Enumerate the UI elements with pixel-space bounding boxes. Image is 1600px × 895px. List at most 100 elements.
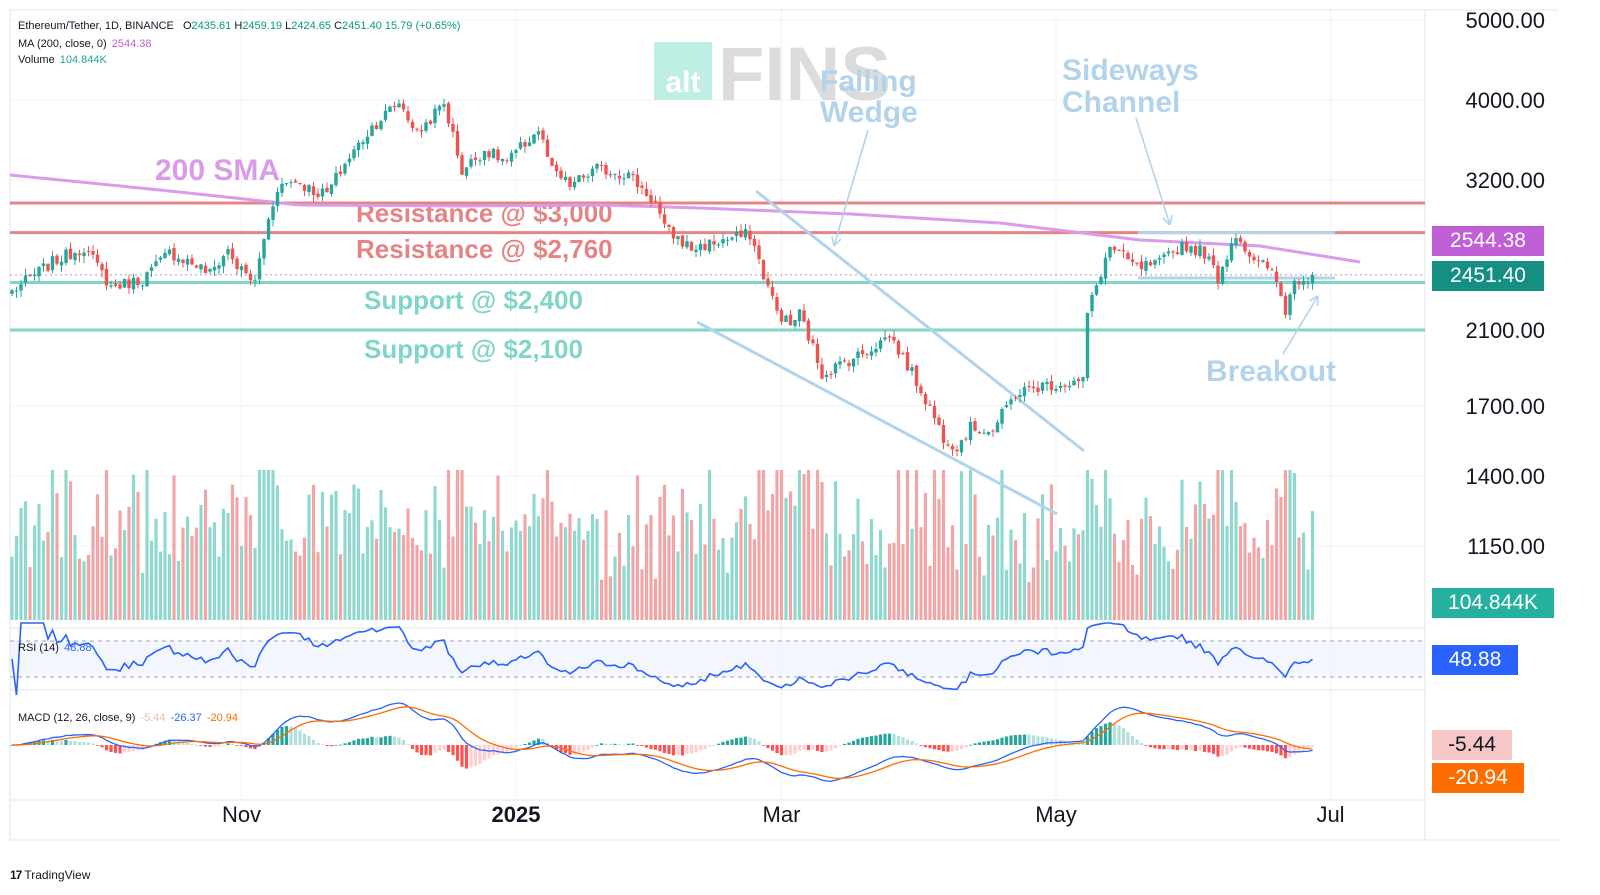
macd-histogram-bar bbox=[1238, 745, 1243, 748]
volume-bar bbox=[599, 579, 604, 620]
candle-body bbox=[32, 274, 37, 277]
volume-bar bbox=[289, 539, 293, 620]
candle bbox=[1049, 374, 1054, 396]
candle bbox=[388, 105, 392, 113]
candle-body bbox=[1121, 249, 1126, 252]
macd-histogram-bar bbox=[212, 745, 217, 747]
macd-histogram-bar bbox=[955, 745, 959, 751]
macd-histogram-bar bbox=[721, 741, 725, 745]
macd-histogram-bar bbox=[527, 742, 532, 745]
candle bbox=[1121, 243, 1126, 259]
macd-histogram-bar bbox=[923, 745, 928, 748]
macd-legend[interactable]: MACD (12, 26, close, 9) -5.44 -26.37 -20… bbox=[18, 712, 238, 724]
candle-body bbox=[887, 336, 892, 338]
candle-body bbox=[100, 264, 104, 271]
volume-bar bbox=[973, 494, 977, 620]
candle bbox=[563, 171, 568, 182]
candle bbox=[316, 188, 320, 200]
ohlc-close-value: 2451.40 bbox=[342, 20, 382, 32]
candle bbox=[302, 183, 307, 197]
candle bbox=[1036, 381, 1040, 396]
macd-histogram-bar bbox=[500, 745, 505, 754]
macd-histogram-bar bbox=[275, 729, 280, 745]
volume-bar bbox=[1009, 529, 1013, 620]
volume-legend[interactable]: Volume 104.844K bbox=[18, 54, 107, 66]
macd-pane[interactable] bbox=[10, 702, 1315, 782]
candle-body bbox=[185, 258, 190, 265]
macd-histogram-bar bbox=[757, 741, 761, 745]
volume-bar bbox=[361, 553, 365, 620]
volume-bar bbox=[802, 474, 806, 620]
volume-bar bbox=[919, 527, 923, 620]
watermark-big-text: FINS bbox=[718, 32, 891, 117]
candle bbox=[712, 234, 716, 252]
candle bbox=[1130, 252, 1135, 266]
volume-bar bbox=[779, 470, 784, 620]
candle-body bbox=[253, 279, 257, 281]
candle bbox=[847, 359, 851, 372]
tradingview-brand[interactable]: 17 TradingView bbox=[10, 868, 90, 882]
macd-histogram-bar bbox=[1027, 734, 1031, 745]
rsi-legend[interactable]: RSI (14) 48.88 bbox=[18, 642, 92, 654]
candle-body bbox=[1306, 282, 1310, 284]
volume-bar bbox=[28, 567, 32, 620]
macd-histogram-bar bbox=[167, 739, 172, 745]
candle bbox=[356, 140, 361, 158]
candle-body bbox=[1117, 249, 1121, 251]
candle-body bbox=[788, 314, 793, 326]
symbol-title[interactable]: Ethereum/Tether, 1D, BINANCE bbox=[18, 20, 174, 32]
macd-histogram-bar bbox=[298, 730, 302, 745]
candle-body bbox=[73, 252, 77, 261]
wedge-lower-line bbox=[696, 320, 1058, 516]
candle bbox=[793, 319, 797, 329]
candle bbox=[860, 344, 865, 358]
volume-bar bbox=[568, 513, 572, 620]
breakout-arrow bbox=[1282, 295, 1319, 355]
volume-bar bbox=[1058, 528, 1063, 620]
candle-body bbox=[667, 224, 671, 227]
candle bbox=[802, 303, 806, 323]
candle bbox=[694, 244, 698, 258]
macd-histogram-bar bbox=[365, 738, 370, 745]
volume-bar bbox=[941, 470, 946, 620]
volume-bar bbox=[1234, 501, 1238, 620]
candle-body bbox=[118, 284, 122, 289]
candle-body bbox=[59, 261, 64, 266]
candle bbox=[797, 309, 802, 327]
candle bbox=[901, 351, 905, 355]
rsi-pane[interactable] bbox=[10, 622, 1425, 696]
volume-value: 104.844K bbox=[59, 54, 107, 66]
candle-body bbox=[541, 130, 545, 140]
volume-bar bbox=[320, 491, 325, 620]
volume-bar bbox=[815, 470, 820, 620]
ma-legend[interactable]: MA (200, close, 0) 2544.38 bbox=[18, 38, 151, 50]
candle-body bbox=[68, 248, 73, 260]
macd-histogram-bar bbox=[1265, 745, 1270, 752]
candle-body bbox=[1099, 276, 1103, 285]
macd-histogram-bar bbox=[1031, 735, 1036, 745]
volume-bar bbox=[784, 497, 788, 620]
candle bbox=[244, 262, 248, 275]
volume-bar bbox=[46, 531, 50, 620]
volume-bar bbox=[446, 470, 451, 620]
macd-hist-tag: -5.44 bbox=[1432, 730, 1512, 760]
candle-body bbox=[365, 136, 370, 144]
volume-bar bbox=[626, 515, 631, 620]
volume-bar bbox=[514, 520, 518, 620]
macd-histogram-bar bbox=[199, 745, 203, 746]
candle bbox=[230, 242, 235, 264]
volume-bar bbox=[235, 497, 239, 620]
volume-bar bbox=[455, 470, 460, 620]
candle bbox=[829, 370, 833, 380]
candle-body bbox=[302, 184, 307, 191]
candle-body bbox=[1297, 281, 1301, 285]
candle-body bbox=[599, 164, 604, 166]
volume-bar bbox=[644, 524, 649, 620]
candle bbox=[505, 158, 509, 165]
candle-body bbox=[419, 129, 424, 132]
candle-body bbox=[1085, 312, 1090, 378]
candle-body bbox=[982, 432, 986, 434]
candle-body bbox=[176, 258, 181, 263]
candle-body bbox=[1027, 386, 1031, 388]
